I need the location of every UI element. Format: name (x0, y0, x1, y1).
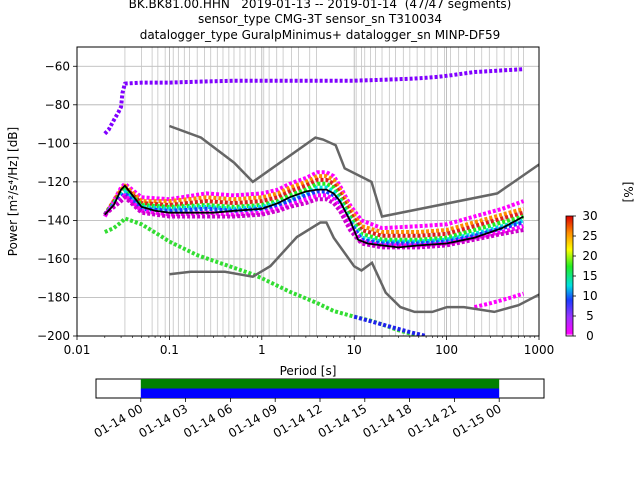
time-tick-label: 01-14 15 (316, 401, 370, 440)
colorbar-tick-label: 10 (582, 289, 597, 303)
time-tick-label: 01-15 00 (450, 401, 504, 440)
y-tick-label: −100 (37, 136, 70, 150)
psd-density-band (103, 181, 525, 242)
y-tick-label: −160 (37, 252, 70, 266)
psd-density-band (103, 189, 525, 246)
x-tick-label: 1 (258, 343, 266, 357)
y-tick-label: −120 (37, 175, 70, 189)
coverage-bar (140, 379, 500, 389)
psd-density-band (353, 314, 427, 336)
y-axis-label: Power [m²/s⁴/Hz] [dB] (6, 127, 20, 256)
colorbar-tick-label: 25 (582, 229, 597, 243)
x-tick-label: 10 (347, 343, 362, 357)
time-tick-label: 01-14 18 (360, 401, 414, 440)
colorbar-tick-label: 30 (582, 209, 597, 223)
colorbar-tick-label: 5 (586, 309, 594, 323)
colorbar (565, 215, 574, 337)
title-line-1: BK.BK81.00.HHN 2019-01-13 -- 2019-01-14 … (128, 0, 512, 11)
y-tick-label: −180 (37, 290, 70, 304)
psd-density-band (103, 174, 525, 234)
x-axis-label: Period [s] (280, 364, 337, 378)
title-line-2: sensor_type CMG-3T sensor_sn T310034 (197, 12, 443, 26)
x-tick-label: 0.01 (64, 343, 91, 357)
y-tick-label: −60 (45, 59, 70, 73)
noise-model-low (169, 221, 539, 314)
time-tick-label: 01-14 03 (136, 401, 190, 440)
colorbar-label: [%] (621, 182, 635, 203)
coverage-bar (140, 388, 500, 398)
noise-model-high (168, 124, 539, 218)
x-tick-label: 0.1 (160, 343, 179, 357)
colorbar-tick-label: 20 (582, 249, 597, 263)
colorbar-tick-label: 15 (582, 269, 597, 283)
time-tick-label: 01-14 06 (181, 401, 235, 440)
colorbar-tick-label: 0 (586, 329, 594, 343)
psd-density-band (103, 195, 524, 250)
time-tick-label: 01-14 21 (405, 401, 459, 440)
title-line-3: datalogger_type GuralpMinimus+ datalogge… (139, 28, 501, 42)
time-tick-label: 01-14 00 (92, 401, 146, 440)
mean-psd-curve (104, 184, 524, 249)
psd-density-band (473, 291, 525, 310)
time-tick-label: 01-14 12 (271, 401, 325, 440)
y-tick-label: −200 (37, 329, 70, 343)
x-tick-label: 100 (435, 343, 458, 357)
y-tick-label: −140 (37, 213, 70, 227)
psd-density-band (103, 67, 524, 136)
time-tick-label: 01-14 09 (226, 401, 280, 440)
psd-density-band (103, 170, 525, 231)
psd-density-band (103, 177, 525, 238)
y-tick-label: −80 (45, 98, 70, 112)
x-tick-label: 1000 (524, 343, 555, 357)
plot-frame (76, 46, 540, 337)
